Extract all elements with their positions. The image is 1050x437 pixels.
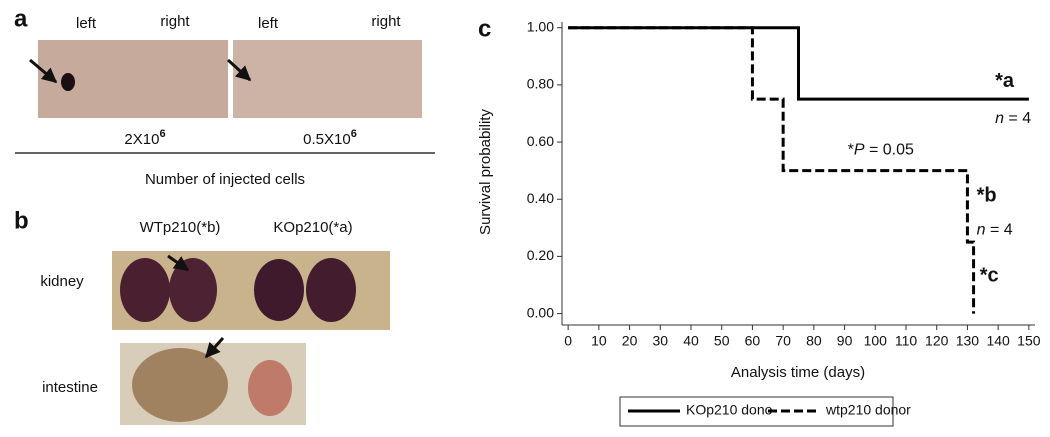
x-tick-label: 120 <box>925 333 949 349</box>
y-tick-label: 0.40 <box>527 190 554 206</box>
y-tick-label: 0.60 <box>527 133 554 149</box>
annotation-run: * <box>848 142 854 159</box>
x-tick-label: 20 <box>622 333 638 349</box>
panel-label: b <box>14 207 29 234</box>
kidney <box>169 258 217 322</box>
photo <box>233 40 422 118</box>
x-tick-label: 60 <box>745 333 761 349</box>
dose: 0.5X106 <box>303 128 357 148</box>
annotation-run: = 4 <box>986 222 1013 239</box>
annotation: *c <box>980 265 999 287</box>
y-axis-label: Survival probability <box>477 109 494 235</box>
x-tick-label: 10 <box>591 333 607 349</box>
side-label: right <box>371 13 401 30</box>
annotation-run: *a <box>995 70 1015 92</box>
annotation: *a <box>995 70 1015 92</box>
kidney <box>306 258 356 322</box>
x-tick-label: 130 <box>956 333 980 349</box>
arrow <box>226 58 252 82</box>
annotation-run: = 0.05 <box>865 142 914 159</box>
side-label: left <box>258 15 279 32</box>
y-tick-label: 0.80 <box>527 76 554 92</box>
x-tick-label: 110 <box>895 333 918 349</box>
x-tick-label: 70 <box>775 333 791 349</box>
annotation-run: *b <box>977 185 997 207</box>
legend-label: KOp210 dono <box>686 402 773 418</box>
annotation: *b <box>977 185 997 207</box>
column-label: KOp210(*a) <box>273 219 352 236</box>
y-tick-label: 0.20 <box>527 247 554 263</box>
arrow <box>29 58 58 84</box>
kidney <box>254 259 304 321</box>
annotation-run: n <box>995 110 1004 127</box>
kidney <box>120 258 170 322</box>
x-tick-label: 140 <box>986 333 1010 349</box>
survival-line <box>568 26 976 314</box>
arrow <box>167 254 190 272</box>
tumor <box>61 73 75 91</box>
annotation-run: *c <box>980 265 999 287</box>
x-tick-label: 150 <box>1017 333 1041 349</box>
legend-label: wtp210 donor <box>825 402 911 418</box>
axis-label: Number of injected cells <box>145 171 305 188</box>
panel-label: a <box>14 5 28 32</box>
x-tick-label: 40 <box>683 333 699 349</box>
x-tick-label: 90 <box>837 333 853 349</box>
x-tick-label: 80 <box>806 333 822 349</box>
panel-label: c <box>478 15 491 42</box>
intestine <box>248 360 292 416</box>
row-label: intestine <box>42 379 98 396</box>
intestine <box>132 348 228 422</box>
y-tick-label: 0.00 <box>527 304 554 320</box>
annotation: n = 4 <box>977 222 1013 239</box>
annotation: *P = 0.05 <box>848 142 914 159</box>
column-label: WTp210(*b) <box>140 219 221 236</box>
annotation: n = 4 <box>995 110 1031 127</box>
x-tick-label: 100 <box>864 333 888 349</box>
row-label: kidney <box>40 273 84 290</box>
y-tick-label: 1.00 <box>527 18 554 34</box>
x-tick-label: 0 <box>564 333 572 349</box>
dose: 2X106 <box>124 128 165 148</box>
annotation-run: = 4 <box>1004 110 1031 127</box>
annotation-run: P <box>854 142 865 159</box>
annotation-run: n <box>977 222 986 239</box>
side-label: right <box>160 13 190 30</box>
x-tick-label: 50 <box>714 333 730 349</box>
arrow <box>204 336 225 359</box>
x-axis-label: Analysis time (days) <box>731 364 865 381</box>
x-tick-label: 30 <box>652 333 668 349</box>
survival-line <box>568 26 1029 101</box>
side-label: left <box>76 15 97 32</box>
